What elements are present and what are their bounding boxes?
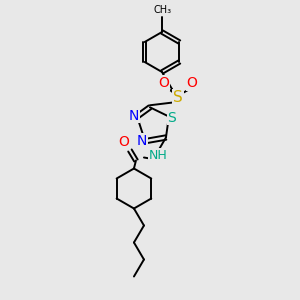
Text: O: O bbox=[159, 76, 170, 90]
Text: NH: NH bbox=[148, 149, 167, 162]
Text: N: N bbox=[137, 134, 147, 148]
Text: S: S bbox=[167, 110, 176, 124]
Text: O: O bbox=[187, 76, 197, 90]
Text: S: S bbox=[173, 89, 183, 104]
Text: CH₃: CH₃ bbox=[154, 5, 172, 15]
Text: N: N bbox=[129, 109, 139, 122]
Text: O: O bbox=[118, 134, 129, 148]
